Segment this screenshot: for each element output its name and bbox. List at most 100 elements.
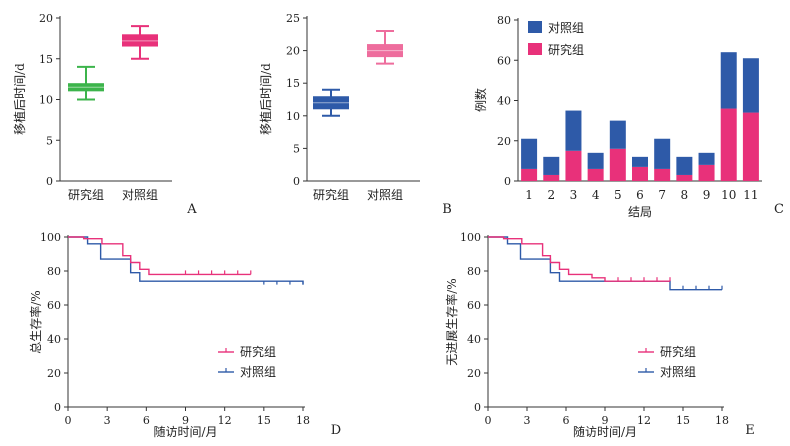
panel-letter: D <box>331 423 341 438</box>
bar-study <box>698 164 715 181</box>
x-tick-label: 2 <box>547 188 555 202</box>
x-tick-label: 3 <box>570 188 578 202</box>
y-tick-label: 60 <box>467 299 481 312</box>
legend-label: 对照组 <box>240 365 276 379</box>
bar-control <box>587 152 604 169</box>
y-tick-label: 10 <box>39 94 53 107</box>
x-tick-label: 18 <box>715 414 729 427</box>
y-tick-label: 5 <box>46 134 53 147</box>
x-tick-label: 8 <box>681 188 689 202</box>
bar-study <box>632 166 648 181</box>
legend-label: 研究组 <box>548 42 584 57</box>
bar-control <box>676 156 693 175</box>
x-tick-label: 3 <box>524 414 531 427</box>
y-tick-label: 5 <box>293 142 300 155</box>
x-tick-label: 9 <box>703 188 711 202</box>
x-tick-label: 12 <box>637 414 651 427</box>
survival-line-study <box>488 236 670 282</box>
bar-control <box>609 120 626 149</box>
legend-label: 研究组 <box>660 344 696 359</box>
category-label: 对照组 <box>367 188 403 202</box>
x-tick-label: 15 <box>257 414 271 427</box>
legend-label: 对照组 <box>660 365 696 379</box>
x-tick-label: 11 <box>743 188 758 202</box>
y-tick-label: 20 <box>47 367 61 380</box>
y-axis-label: 移植后时间/d <box>12 63 27 135</box>
box-1 <box>68 65 104 101</box>
bar-study <box>565 150 582 181</box>
bar-control <box>632 156 648 167</box>
panel-a: 0 5 10 15 20 移植后时间/d 研究组 对照组 A <box>12 12 197 217</box>
y-tick-label: 60 <box>497 54 511 67</box>
panel-letter: E <box>745 423 755 438</box>
category-label: 研究组 <box>68 187 104 202</box>
y-axis-label: 移植后时间/d <box>258 63 273 135</box>
bar-study <box>609 148 626 181</box>
x-tick-label: 5 <box>614 188 622 202</box>
x-tick-label: 7 <box>658 188 666 202</box>
y-tick-label: 0 <box>54 401 61 414</box>
bar-control <box>654 138 671 169</box>
x-tick-label: 9 <box>182 414 189 427</box>
x-tick-label: 1 <box>525 188 533 202</box>
x-tick-label: 9 <box>602 414 609 427</box>
y-tick-label: 0 <box>474 401 481 414</box>
x-axis-label: 随访时间/月 <box>573 424 637 439</box>
bar-study <box>543 174 560 181</box>
x-tick-label: 0 <box>65 414 72 427</box>
x-tick-label: 18 <box>296 414 310 427</box>
bar-control <box>543 156 560 175</box>
x-tick-label: 6 <box>143 414 150 427</box>
y-tick-label: 100 <box>40 231 61 244</box>
x-tick-label: 10 <box>721 188 736 202</box>
y-tick-label: 80 <box>47 265 61 278</box>
x-tick-label: 0 <box>485 414 492 427</box>
bar-study <box>742 112 759 181</box>
x-axis-label: 随访时间/月 <box>153 424 217 439</box>
box-1 <box>313 88 349 117</box>
category-label: 对照组 <box>122 188 158 202</box>
survival-line-control <box>488 236 722 291</box>
bar-study <box>720 108 737 181</box>
bar-study <box>587 168 604 181</box>
x-tick-label: 15 <box>676 414 690 427</box>
bar-control <box>698 152 715 165</box>
y-tick-label: 40 <box>467 333 481 346</box>
bar-study <box>676 174 693 181</box>
legend-label: 研究组 <box>240 344 276 359</box>
bar-study <box>654 168 671 181</box>
x-tick-label: 12 <box>218 414 232 427</box>
bar-control <box>742 58 759 113</box>
y-tick-label: 20 <box>467 367 481 380</box>
panel-letter: A <box>186 202 197 217</box>
box-2 <box>122 25 158 60</box>
y-tick-label: 15 <box>286 77 300 90</box>
panel-b: 0 5 10 15 20 25 移植后时间/d 研究组 对照组 B <box>258 12 452 217</box>
panel-e: 0 20 40 60 80 100 0 3 6 9 12 15 18 随访时间/月 无进展生存率/% 研究组对… <box>444 231 755 439</box>
bar-control <box>521 138 538 169</box>
y-tick-label: 20 <box>497 135 511 148</box>
bar-control <box>720 52 737 109</box>
y-tick-label: 0 <box>46 175 53 188</box>
panel-d: 0 20 40 60 80 100 0 3 6 9 12 15 18 随访时间/月 总生存率/% 研究组对照组… <box>28 231 341 439</box>
y-axis-label: 无进展生存率/% <box>444 278 459 365</box>
y-tick-label: 0 <box>504 175 511 188</box>
x-axis-label: 结局 <box>628 205 652 219</box>
survival-line-study <box>68 236 251 276</box>
y-tick-label: 80 <box>497 14 511 27</box>
x-tick-label: 3 <box>104 414 111 427</box>
y-tick-label: 20 <box>39 12 53 25</box>
y-tick-label: 20 <box>286 45 300 58</box>
legend-swatch <box>528 43 542 55</box>
panel-letter: C <box>774 202 784 217</box>
y-tick-label: 40 <box>497 95 511 108</box>
y-tick-label: 0 <box>293 175 300 188</box>
y-axis-label: 总生存率/% <box>28 290 43 353</box>
legend-swatch <box>528 21 542 33</box>
x-tick-label: 6 <box>563 414 570 427</box>
bar-study <box>521 168 538 181</box>
bar-control <box>565 110 582 151</box>
